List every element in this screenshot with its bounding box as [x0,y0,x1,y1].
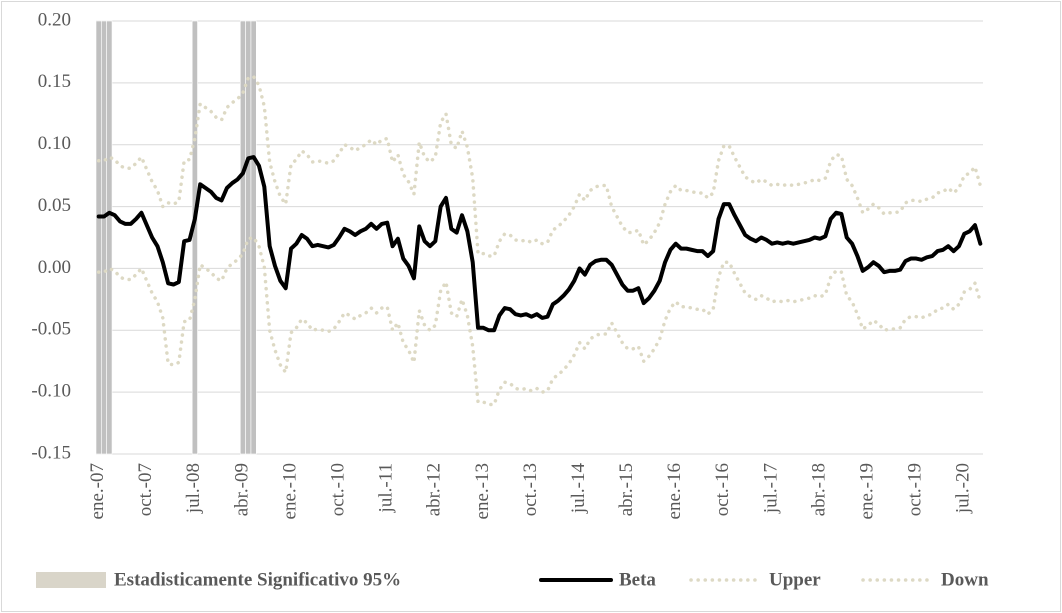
x-tick-label: abr.-18 [808,463,829,516]
legend-item: Down [861,569,989,590]
x-tick-label: abr.-12 [424,463,445,516]
x-tick-label: abr.-15 [616,463,637,516]
y-tick-label: -0.10 [31,381,71,402]
x-tick-label: ene.-07 [87,463,108,519]
series-line [96,155,983,333]
y-tick-label: 0.05 [38,195,71,216]
y-tick-label: -0.15 [31,442,71,463]
legend-swatch [36,572,106,588]
x-tick-label: oct.-10 [327,463,348,516]
series-line [96,74,983,258]
legend-item: Estadisticamente Significativo 95% [36,569,401,590]
y-tick-label: 0.10 [38,133,71,154]
significance-bar [191,20,198,455]
significance-bar [101,20,107,455]
x-tick-label: jul.-11 [376,463,397,513]
x-tick-label: oct.-07 [135,463,156,516]
legend-item: Upper [689,569,821,590]
y-tick-label: 0.15 [38,71,71,92]
x-tick-label: jul.-17 [760,463,781,514]
x-tick-label: jul.-14 [568,463,589,515]
significance-bar [106,20,113,455]
legend-label: Beta [619,569,656,590]
x-tick-label: abr.-09 [231,463,252,516]
x-tick-label: oct.-13 [520,463,541,516]
y-tick-label: -0.05 [31,319,71,340]
x-tick-label: ene.-10 [279,463,300,519]
x-tick-label: oct.-19 [905,463,926,516]
significance-bar [95,20,102,455]
legend-label: Estadisticamente Significativo 95% [114,569,401,590]
y-tick-label: 0.20 [38,9,71,30]
x-tick-label: ene.-13 [472,463,493,519]
x-tick-label: jul.-20 [953,463,974,514]
legend-label: Upper [769,569,821,590]
legend-label: Down [941,569,989,590]
legend-item: Beta [539,569,656,590]
y-tick-label: 0.00 [38,257,71,278]
x-tick-label: jul.-08 [183,463,204,514]
x-tick-label: oct.-16 [712,463,733,516]
x-tick-label: ene.-16 [664,463,685,519]
x-tick-label: ene.-19 [856,463,877,519]
